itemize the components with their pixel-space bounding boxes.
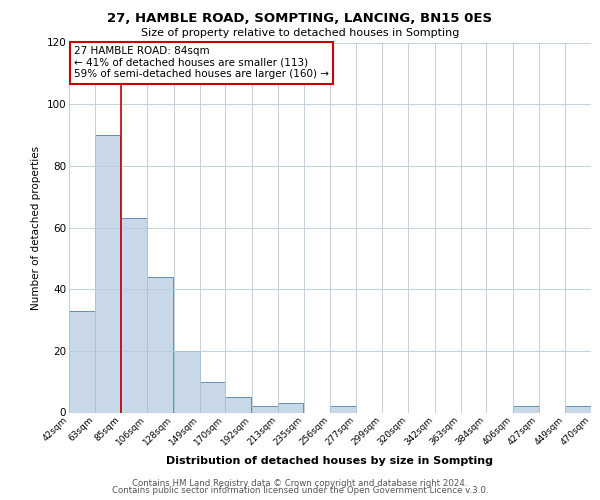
X-axis label: Distribution of detached houses by size in Sompting: Distribution of detached houses by size … xyxy=(167,456,493,466)
Text: Contains HM Land Registry data © Crown copyright and database right 2024.: Contains HM Land Registry data © Crown c… xyxy=(132,478,468,488)
Bar xyxy=(199,382,225,412)
Bar xyxy=(278,403,303,412)
Bar xyxy=(565,406,591,412)
Bar xyxy=(95,135,120,412)
Bar xyxy=(513,406,539,412)
Text: Contains public sector information licensed under the Open Government Licence v.: Contains public sector information licen… xyxy=(112,486,488,495)
Bar xyxy=(147,277,173,412)
Bar xyxy=(330,406,356,412)
Y-axis label: Number of detached properties: Number of detached properties xyxy=(31,146,41,310)
Bar xyxy=(174,351,199,412)
Text: 27 HAMBLE ROAD: 84sqm
← 41% of detached houses are smaller (113)
59% of semi-det: 27 HAMBLE ROAD: 84sqm ← 41% of detached … xyxy=(74,46,329,80)
Text: Size of property relative to detached houses in Sompting: Size of property relative to detached ho… xyxy=(141,28,459,38)
Bar xyxy=(225,397,251,412)
Bar xyxy=(252,406,278,412)
Bar xyxy=(69,310,95,412)
Text: 27, HAMBLE ROAD, SOMPTING, LANCING, BN15 0ES: 27, HAMBLE ROAD, SOMPTING, LANCING, BN15… xyxy=(107,12,493,26)
Bar xyxy=(121,218,147,412)
